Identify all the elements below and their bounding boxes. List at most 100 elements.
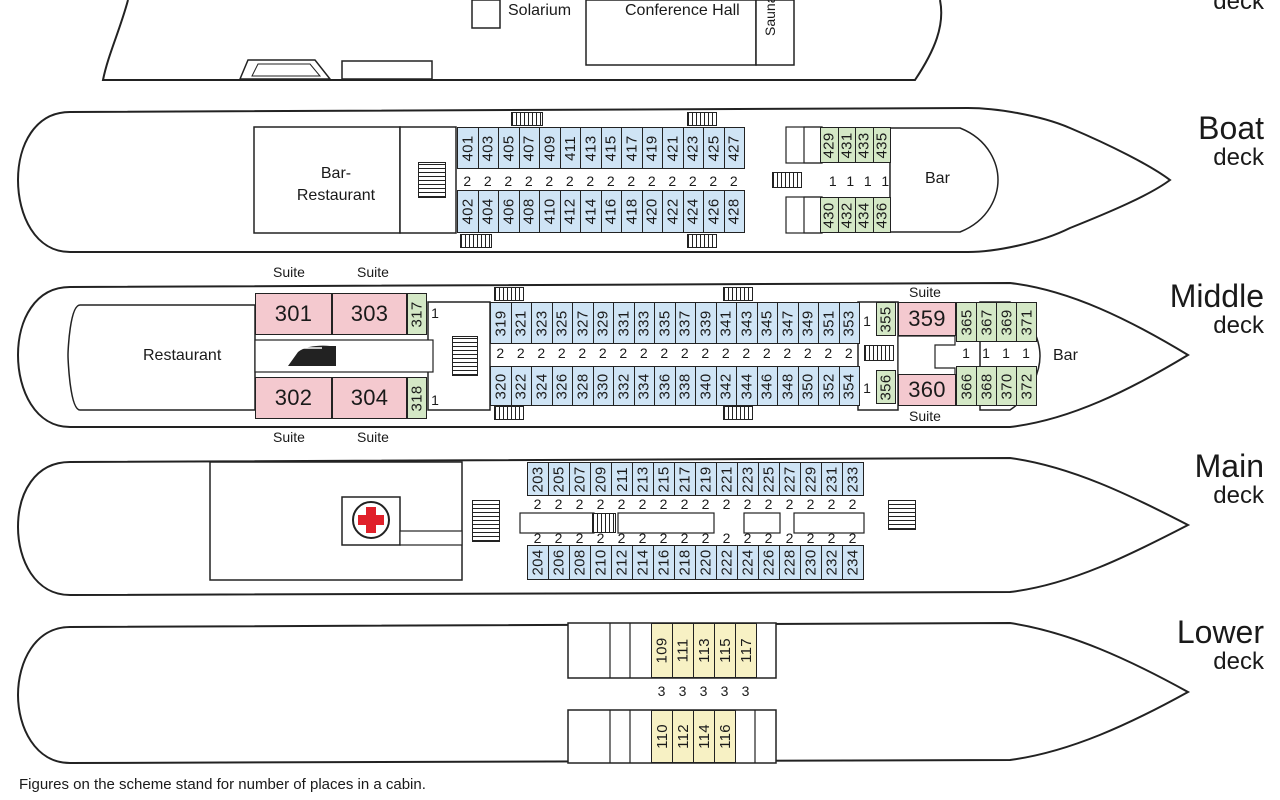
cabin[interactable]: 218 bbox=[674, 545, 696, 580]
cabin[interactable]: 337 bbox=[674, 302, 696, 344]
cabin[interactable]: 113 bbox=[693, 623, 715, 678]
cabin[interactable]: 110 bbox=[651, 710, 673, 763]
cabin[interactable]: 219 bbox=[695, 462, 717, 496]
cabin[interactable]: 117 bbox=[735, 623, 757, 678]
cabin[interactable]: 321 bbox=[510, 302, 532, 344]
suite-cabin[interactable]: 302 bbox=[255, 377, 332, 419]
cabin[interactable]: 408 bbox=[518, 190, 540, 233]
cabin[interactable]: 414 bbox=[580, 190, 602, 233]
cabin[interactable]: 350 bbox=[797, 366, 819, 406]
single-cabin[interactable]: 429 bbox=[820, 127, 839, 163]
cabin[interactable]: 215 bbox=[653, 462, 675, 496]
cabin[interactable]: 347 bbox=[777, 302, 799, 344]
cabin[interactable]: 205 bbox=[548, 462, 570, 496]
cabin[interactable]: 330 bbox=[592, 366, 614, 406]
cabin[interactable]: 401 bbox=[457, 127, 479, 169]
cabin[interactable]: 204 bbox=[527, 545, 549, 580]
cabin[interactable]: 230 bbox=[800, 545, 822, 580]
cabin[interactable]: 415 bbox=[600, 127, 622, 169]
cabin[interactable]: 405 bbox=[498, 127, 520, 169]
cabin[interactable]: 233 bbox=[842, 462, 864, 496]
cabin[interactable]: 214 bbox=[632, 545, 654, 580]
cabin[interactable]: 224 bbox=[737, 545, 759, 580]
single-cabin[interactable]: 371 bbox=[1016, 302, 1037, 342]
cabin[interactable]: 333 bbox=[633, 302, 655, 344]
cabin[interactable]: 352 bbox=[818, 366, 840, 406]
cabin[interactable]: 114 bbox=[693, 710, 715, 763]
cabin[interactable]: 411 bbox=[559, 127, 581, 169]
cabin[interactable]: 326 bbox=[551, 366, 573, 406]
cabin[interactable]: 410 bbox=[539, 190, 561, 233]
cabin[interactable]: 413 bbox=[580, 127, 602, 169]
cabin[interactable]: 227 bbox=[779, 462, 801, 496]
cabin[interactable]: 409 bbox=[539, 127, 561, 169]
cabin[interactable]: 425 bbox=[703, 127, 725, 169]
cabin[interactable]: 229 bbox=[800, 462, 822, 496]
cabin[interactable]: 328 bbox=[572, 366, 594, 406]
cabin[interactable]: 416 bbox=[600, 190, 622, 233]
cabin[interactable]: 406 bbox=[498, 190, 520, 233]
cabin[interactable]: 216 bbox=[653, 545, 675, 580]
single-cabin[interactable]: 369 bbox=[996, 302, 1017, 342]
cabin[interactable]: 220 bbox=[695, 545, 717, 580]
single-cabin[interactable]: 433 bbox=[855, 127, 874, 163]
cabin[interactable]: 208 bbox=[569, 545, 591, 580]
cabin[interactable]: 407 bbox=[518, 127, 540, 169]
cabin[interactable]: 344 bbox=[736, 366, 758, 406]
cabin[interactable]: 231 bbox=[821, 462, 843, 496]
suite-cabin[interactable]: 304 bbox=[332, 377, 407, 419]
cabin[interactable]: 349 bbox=[797, 302, 819, 344]
cabin[interactable]: 342 bbox=[715, 366, 737, 406]
cabin[interactable]: 420 bbox=[641, 190, 663, 233]
cabin[interactable]: 402 bbox=[457, 190, 479, 233]
cabin[interactable]: 428 bbox=[723, 190, 745, 233]
cabin[interactable]: 234 bbox=[842, 545, 864, 580]
single-cabin[interactable]: 318 bbox=[407, 377, 427, 419]
cabin[interactable]: 226 bbox=[758, 545, 780, 580]
cabin[interactable]: 109 bbox=[651, 623, 673, 678]
single-cabin[interactable]: 355 bbox=[876, 302, 896, 336]
cabin[interactable]: 418 bbox=[621, 190, 643, 233]
cabin[interactable]: 412 bbox=[559, 190, 581, 233]
cabin[interactable]: 351 bbox=[818, 302, 840, 344]
single-cabin[interactable]: 370 bbox=[996, 366, 1017, 406]
single-cabin[interactable]: 317 bbox=[407, 293, 427, 335]
cabin[interactable]: 422 bbox=[662, 190, 684, 233]
cabin[interactable]: 228 bbox=[779, 545, 801, 580]
cabin[interactable]: 112 bbox=[672, 710, 694, 763]
cabin[interactable]: 221 bbox=[716, 462, 738, 496]
cabin[interactable]: 225 bbox=[758, 462, 780, 496]
cabin[interactable]: 209 bbox=[590, 462, 612, 496]
single-cabin[interactable]: 368 bbox=[976, 366, 997, 406]
suite-cabin[interactable]: 360 bbox=[898, 374, 956, 406]
single-cabin[interactable]: 430 bbox=[820, 197, 839, 233]
cabin[interactable]: 206 bbox=[548, 545, 570, 580]
cabin[interactable]: 213 bbox=[632, 462, 654, 496]
cabin[interactable]: 327 bbox=[572, 302, 594, 344]
cabin[interactable]: 116 bbox=[714, 710, 736, 763]
cabin[interactable]: 320 bbox=[490, 366, 512, 406]
cabin[interactable]: 332 bbox=[613, 366, 635, 406]
cabin[interactable]: 426 bbox=[703, 190, 725, 233]
cabin[interactable]: 417 bbox=[621, 127, 643, 169]
single-cabin[interactable]: 365 bbox=[956, 302, 977, 342]
cabin[interactable]: 341 bbox=[715, 302, 737, 344]
cabin[interactable]: 223 bbox=[737, 462, 759, 496]
single-cabin[interactable]: 372 bbox=[1016, 366, 1037, 406]
cabin[interactable]: 335 bbox=[654, 302, 676, 344]
single-cabin[interactable]: 435 bbox=[872, 127, 891, 163]
cabin[interactable]: 348 bbox=[777, 366, 799, 406]
cabin[interactable]: 419 bbox=[641, 127, 663, 169]
cabin[interactable]: 319 bbox=[490, 302, 512, 344]
cabin[interactable]: 210 bbox=[590, 545, 612, 580]
single-cabin[interactable]: 434 bbox=[855, 197, 874, 233]
cabin[interactable]: 212 bbox=[611, 545, 633, 580]
cabin[interactable]: 111 bbox=[672, 623, 694, 678]
cabin[interactable]: 207 bbox=[569, 462, 591, 496]
cabin[interactable]: 346 bbox=[756, 366, 778, 406]
single-cabin[interactable]: 432 bbox=[837, 197, 856, 233]
suite-cabin[interactable]: 303 bbox=[332, 293, 407, 335]
single-cabin[interactable]: 366 bbox=[956, 366, 977, 406]
suite-cabin[interactable]: 359 bbox=[898, 302, 956, 336]
cabin[interactable]: 345 bbox=[756, 302, 778, 344]
